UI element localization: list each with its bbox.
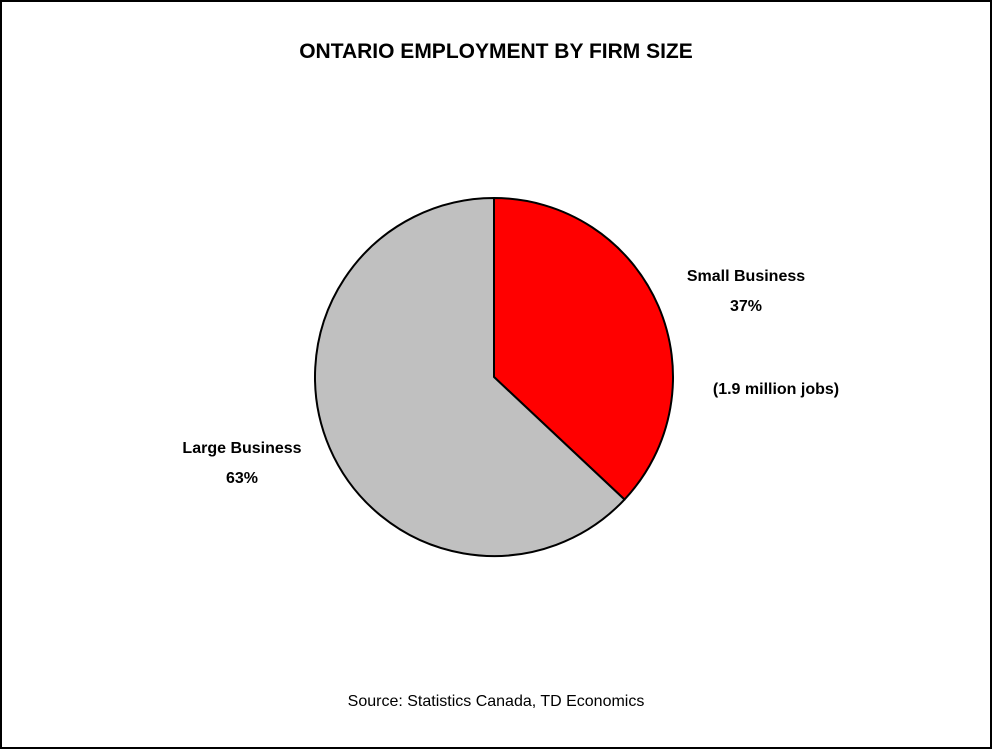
chart-title: ONTARIO EMPLOYMENT BY FIRM SIZE — [299, 40, 693, 63]
pie-slices — [314, 197, 674, 557]
annotation-jobs: (1.9 million jobs) — [713, 381, 839, 398]
pie-slice-large-business — [314, 197, 626, 557]
pie-slice-small-business — [493, 197, 674, 501]
slice-label-small-business: Small Business — [687, 268, 805, 285]
slice-value-small-business: 37% — [730, 298, 762, 315]
slice-label-large-business: Large Business — [182, 440, 301, 457]
chart-source: Source: Statistics Canada, TD Economics — [347, 693, 645, 710]
slice-value-large-business: 63% — [226, 470, 258, 487]
